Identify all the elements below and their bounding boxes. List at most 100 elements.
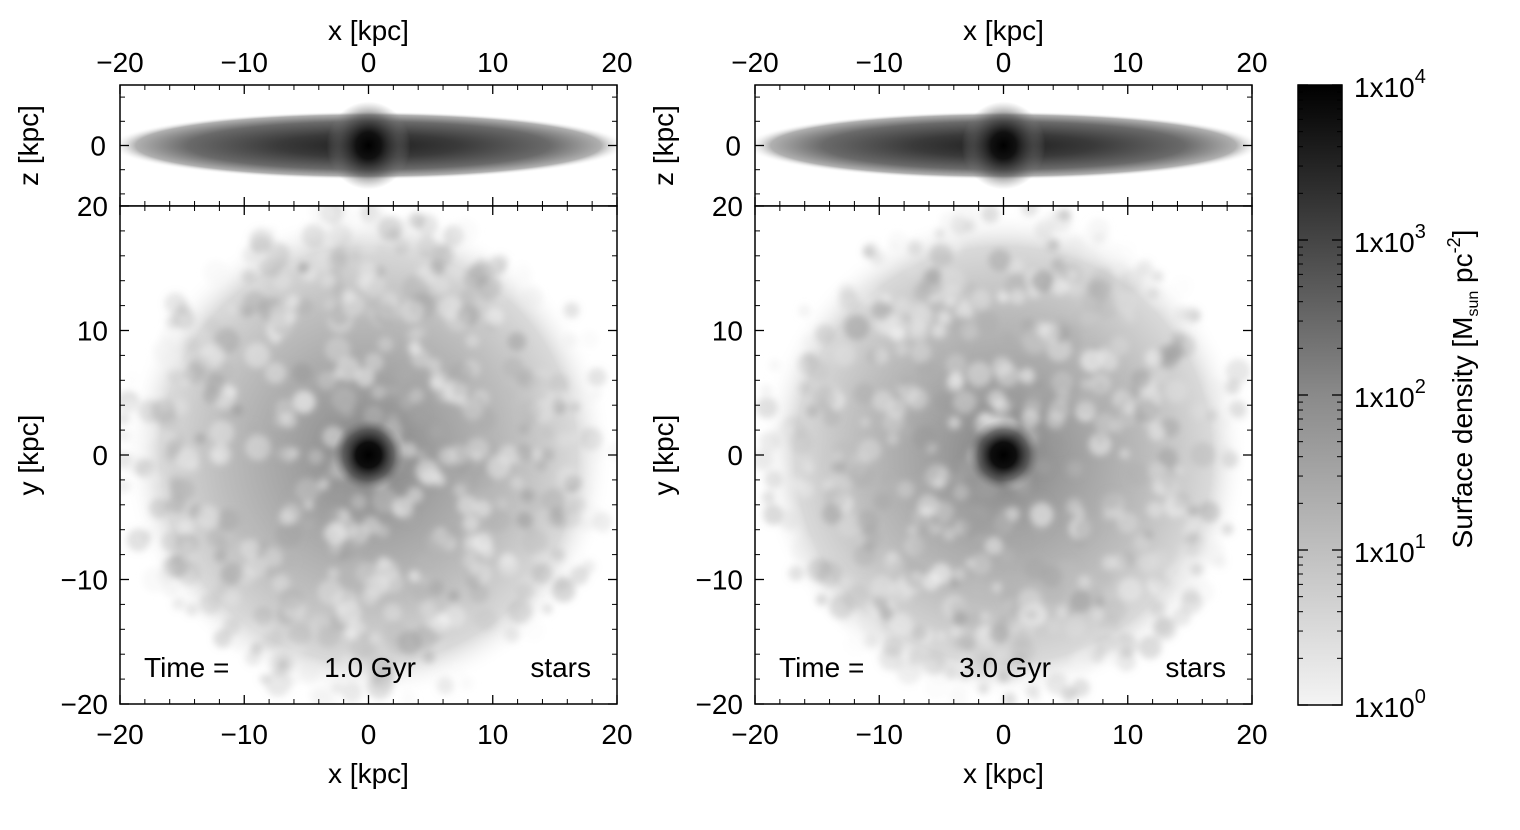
- texture-clump: [453, 483, 467, 498]
- texture-clump: [788, 428, 814, 454]
- texture-clump: [966, 361, 992, 387]
- colorbar-tick-mantissa: 1x10: [1354, 227, 1415, 258]
- texture-clump: [281, 446, 297, 463]
- texture-clump: [328, 251, 349, 272]
- texture-clump: [1102, 509, 1114, 521]
- texture-clump: [1180, 591, 1203, 615]
- texture-clump: [339, 206, 359, 225]
- texture-clump: [443, 605, 467, 628]
- texture-clump: [459, 675, 475, 691]
- texture-clump: [882, 635, 904, 657]
- texture-clump: [934, 228, 946, 239]
- face-on-image: [120, 206, 617, 704]
- edge-on-y-axis-label: z [kpc]: [648, 105, 679, 186]
- texture-clump: [831, 451, 844, 463]
- texture-clump: [204, 318, 221, 335]
- texture-clump: [1095, 433, 1106, 444]
- texture-clump: [253, 606, 273, 626]
- texture-clump: [1170, 275, 1194, 298]
- texture-clump: [838, 283, 855, 300]
- texture-clump: [274, 673, 289, 689]
- texture-clump: [1164, 379, 1188, 403]
- face-on-x-tick-label: 10: [1112, 719, 1143, 750]
- texture-clump: [360, 644, 379, 663]
- texture-clump: [308, 687, 323, 702]
- texture-clump: [450, 663, 465, 677]
- texture-clump: [341, 289, 356, 303]
- texture-clump: [488, 254, 503, 270]
- texture-clump: [209, 443, 231, 466]
- texture-clump: [755, 396, 778, 419]
- texture-clump: [922, 659, 936, 674]
- texture-clump: [913, 625, 929, 641]
- texture-clump: [996, 656, 1022, 683]
- texture-clump: [324, 337, 351, 363]
- texture-clump: [187, 459, 200, 472]
- texture-clump: [814, 324, 835, 345]
- texture-clump: [172, 597, 185, 611]
- texture-clump: [571, 432, 582, 443]
- edge-on-top-tick-label: −20: [96, 47, 144, 78]
- colorbar-tick-label: 1x104: [1354, 66, 1426, 103]
- edge-on-image: [755, 85, 1252, 206]
- texture-clump: [478, 543, 495, 559]
- texture-clump: [1001, 331, 1016, 346]
- texture-clump: [244, 555, 267, 579]
- texture-clump: [813, 386, 838, 410]
- texture-clump: [884, 477, 896, 489]
- texture-clump: [331, 369, 344, 381]
- texture-clump: [608, 441, 617, 461]
- texture-clump: [324, 231, 340, 248]
- texture-clump: [823, 486, 847, 510]
- texture-clump: [1099, 613, 1119, 634]
- texture-clump: [199, 593, 221, 615]
- texture-clump: [931, 323, 947, 339]
- texture-clump: [541, 448, 555, 462]
- texture-clump: [1101, 490, 1120, 509]
- face-on-x-tick-label: 20: [601, 719, 632, 750]
- texture-clump: [465, 334, 480, 348]
- texture-clump: [1084, 641, 1096, 653]
- texture-clump: [1206, 378, 1228, 400]
- texture-clump: [779, 510, 799, 529]
- texture-clump: [400, 232, 425, 257]
- texture-clump: [1056, 605, 1070, 619]
- texture-clump: [1046, 617, 1063, 634]
- texture-clump: [417, 554, 433, 571]
- texture-clump: [969, 580, 989, 600]
- texture-clump: [1088, 433, 1112, 456]
- texture-clump: [243, 290, 267, 314]
- colorbar-tick-label: 1x103: [1354, 221, 1426, 258]
- edge-on-top-tick-label: 20: [1236, 47, 1267, 78]
- texture-clump: [292, 362, 312, 383]
- texture-clump: [518, 423, 530, 435]
- texture-clump: [871, 249, 890, 268]
- texture-clump: [426, 530, 450, 554]
- texture-clump: [593, 388, 604, 399]
- edge-on-x-axis-label: x [kpc]: [963, 15, 1044, 46]
- texture-clump: [438, 447, 458, 466]
- texture-clump: [1094, 381, 1106, 393]
- texture-clump: [1029, 502, 1054, 527]
- texture-clump: [1046, 410, 1065, 430]
- texture-clump: [1044, 238, 1059, 253]
- texture-clump: [1051, 436, 1065, 451]
- colorbar-label-main: Surface density [M: [1447, 317, 1478, 549]
- texture-clump: [1013, 629, 1032, 647]
- colorbar-tick-label: 1x102: [1354, 376, 1426, 413]
- texture-clump: [1225, 358, 1251, 384]
- texture-clump: [516, 582, 534, 601]
- texture-clump: [893, 297, 911, 315]
- texture-clump: [946, 374, 964, 392]
- texture-clump: [245, 434, 271, 461]
- edge-on-top-tick-label: 0: [996, 47, 1012, 78]
- texture-clump: [587, 367, 607, 387]
- texture-clump: [1138, 635, 1162, 660]
- texture-clump: [833, 343, 856, 367]
- texture-clump: [949, 577, 960, 588]
- colorbar-tick-label: 1x101: [1354, 531, 1426, 568]
- texture-clump: [1115, 292, 1136, 314]
- texture-clump: [236, 518, 259, 542]
- texture-clump: [419, 600, 437, 617]
